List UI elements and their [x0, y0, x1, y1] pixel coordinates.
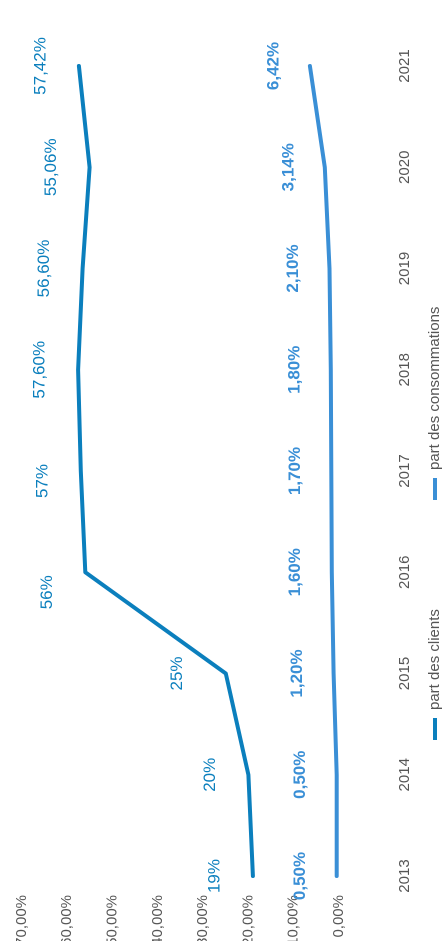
- data-label: 25%: [167, 656, 186, 690]
- data-label: 57,42%: [30, 37, 49, 95]
- data-label: 20%: [200, 758, 219, 792]
- series-line: [307, 64, 339, 878]
- data-label: 56%: [37, 575, 56, 609]
- x-tick-label: 2013: [396, 859, 413, 892]
- series-line: [76, 64, 255, 878]
- series-lines: [76, 64, 339, 878]
- data-label: 0,50%: [290, 852, 309, 900]
- data-label: 19%: [204, 859, 223, 893]
- y-tick-label: 30,00%: [194, 895, 211, 941]
- legend-label: part des clients: [426, 609, 442, 710]
- x-tick-label: 2018: [396, 353, 413, 386]
- data-label: 57%: [32, 464, 51, 498]
- data-label: 2,10%: [283, 244, 302, 292]
- x-tick-label: 2019: [396, 252, 413, 285]
- x-tick-label: 2015: [396, 657, 413, 690]
- y-tick-label: 60,00%: [58, 895, 75, 941]
- data-label: 56,60%: [34, 240, 53, 298]
- data-label: 55,06%: [41, 138, 60, 196]
- data-label: 6,42%: [263, 42, 282, 90]
- y-axis-ticks: 0,00% 10,00% 20,00% 30,00% 40,00% 50,00% 60,00…: [13, 895, 347, 941]
- data-label: 1,70%: [285, 447, 304, 495]
- x-tick-label: 2020: [396, 151, 413, 184]
- data-label: 3,14%: [278, 143, 297, 191]
- data-label: 1,20%: [287, 649, 306, 697]
- x-tick-label: 2016: [396, 556, 413, 589]
- x-tick-label: 2021: [396, 49, 413, 82]
- data-labels: 19% 20% 25% 56% 57% 57,60% 56,60% 55,06% 57,42% 0…: [30, 37, 310, 900]
- x-tick-label: 2017: [396, 454, 413, 487]
- y-tick-label: 70,00%: [13, 895, 30, 941]
- y-tick-label: 20,00%: [239, 895, 256, 941]
- data-label: 57,60%: [30, 341, 49, 399]
- legend: part des clients part des consommations: [426, 307, 442, 740]
- legend-label: part des consommations: [426, 307, 442, 470]
- x-axis-ticks: 2013 2014 2015 2016 2017 2018 2019 2020 2021: [396, 49, 413, 892]
- x-tick-label: 2014: [396, 758, 413, 791]
- y-tick-label: 40,00%: [149, 895, 166, 941]
- data-label: 1,80%: [284, 346, 303, 394]
- y-tick-label: 10,00%: [285, 895, 302, 941]
- y-tick-label: 0,00%: [330, 895, 347, 938]
- data-label: 1,60%: [285, 548, 304, 596]
- y-tick-label: 50,00%: [103, 895, 120, 941]
- data-label: 0,50%: [290, 751, 309, 799]
